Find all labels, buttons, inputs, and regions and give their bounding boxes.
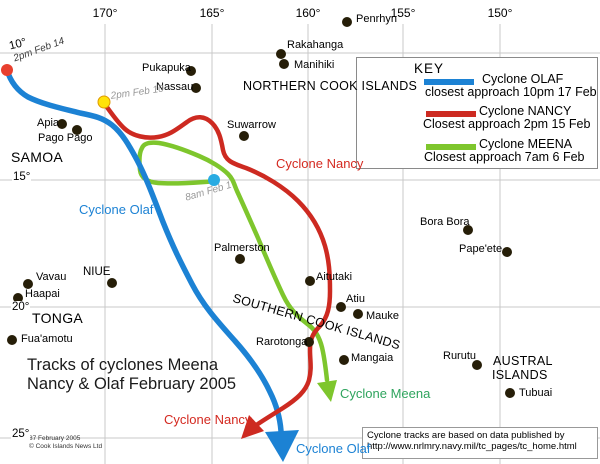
island-dot-pagopago [72,125,82,135]
source-note-line2: http://www.nrlmry.navy.mil/tc_pages/tc_h… [367,441,577,452]
region-label-tonga: TONGA [32,310,84,326]
cyclone-track-label-2: Cyclone Nancy [164,412,252,427]
map-title-line2: Nancy & Olaf February 2005 [27,375,237,393]
island-dot-atiu [336,302,346,312]
key-swatch-olaf [424,79,474,85]
island-dot-tubuai [505,388,515,398]
lon-label-0: 170° [92,6,118,20]
island-label-rarotonga: Rarotonga [256,336,308,348]
lat-label-2: 20° [11,301,31,313]
map-credit: 87 February 2005 © Cook Islands News Ltd [29,435,102,451]
island-dot-pukapuka [186,66,196,76]
map-title-line1: Tracks of cyclones Meena [27,356,219,374]
key-title: KEY [414,61,445,76]
cyclone-nancy-arrowhead [241,415,264,439]
island-dot-nassau [191,83,201,93]
cyclone-olaf-arrowhead [265,430,299,462]
cyclone-track-label-4: Cyclone Olaf [296,441,371,456]
island-dot-manihiki [279,59,289,69]
island-dot-rarotonga [304,337,314,347]
island-dot-rurutu [472,360,482,370]
island-label-vavau: Vavau [36,271,67,283]
region-label-austral: AUSTRAL [493,354,553,368]
island-dot-suwarrow [239,131,249,141]
island-dot-haapai [13,293,23,303]
key-approach-olaf: closest approach 10pm 17 Feb [425,85,597,99]
island-label-suwarrow: Suwarrow [227,119,276,131]
island-label-papeete: Pape'ete [459,243,503,255]
island-label-pukapuka: Pukapuka [142,62,191,74]
cyclone-track-label-1: Cyclone Nancy [276,156,364,171]
key-approach-meena: Closest approach 7am 6 Feb [424,150,585,164]
lat-label-1: 15° [12,171,32,183]
island-label-apia: Apia [37,117,60,129]
source-note-line1: Cyclone tracks are based on data publish… [367,430,565,441]
region-label-northern-cook-islands: NORTHERN COOK ISLANDS [243,79,418,93]
island-label-borabora: Bora Bora [420,216,470,228]
island-label-penrhyn: Penrhyn [356,13,397,25]
cyclone-meena-start-marker [208,174,220,186]
island-label-aitutaki: Aitutaki [316,271,353,283]
island-label-atiu: Atiu [346,293,365,305]
island-dot-mauke [353,309,363,319]
island-label-mauke: Mauke [366,310,400,322]
region-label-islands: ISLANDS [492,368,548,382]
key-swatch-nancy [426,111,476,117]
island-label-nassau: Nassau [156,81,194,93]
island-label-pagopago: Pago Pago [38,132,93,144]
key-name-olaf: Cyclone OLAF [482,72,564,86]
island-label-haapai: Haapai [25,288,60,300]
island-label-manihiki: Manihiki [294,59,335,71]
island-label-rurutu: Rurutu [443,350,477,362]
map-key: KEY Cyclone OLAF closest approach 10pm 1… [356,57,598,169]
cyclone-olaf-track [4,67,284,434]
credit-date: 87 February 2005 [29,435,81,442]
island-label-tubuai: Tubuai [519,387,553,399]
cyclone-track-label-0: Cyclone Olaf [79,202,154,217]
island-label-palmerston: Palmerston [214,242,270,254]
island-dot-palmerston [235,254,245,264]
map-title: Tracks of cyclones Meena Nancy & Olaf Fe… [27,356,236,394]
island-dot-niue [107,278,117,288]
island-dot-borabora [463,225,473,235]
island-label-mangaia: Mangaia [351,352,394,364]
source-note: Cyclone tracks are based on data publish… [362,427,598,459]
island-dot-vavau [23,279,33,289]
region-label-samoa: SAMOA [11,149,64,165]
cyclone-nancy-start-marker [97,95,111,109]
key-name-meena: Cyclone MEENA [479,137,573,151]
island-dot-apia [57,119,67,129]
island-dot-fuaamotu [7,335,17,345]
island-dot-papeete [502,247,512,257]
key-swatch-meena [426,144,476,150]
island-label-fuaamotu: Fua'amotu [21,333,73,345]
lon-label-3: 155° [390,6,416,20]
island-dot-rakahanga [276,49,286,59]
lon-label-2: 160° [295,6,321,20]
cyclone-track-label-3: Cyclone Meena [340,386,431,401]
island-dot-penrhyn [342,17,352,27]
cyclone-nancy-track [101,100,333,429]
lon-label-1: 165° [199,6,225,20]
cyclone-meena-arrowhead [317,380,337,402]
key-name-nancy: Cyclone NANCY [479,104,572,118]
lon-label-4: 150° [487,6,513,20]
island-label-rakahanga: Rakahanga [287,39,344,51]
cyclone-olaf-start-marker [1,64,13,76]
credit-copyright: © Cook Islands News Ltd [29,443,103,450]
island-label-niue: NIUE [83,266,111,278]
lat-label-3: 25° [11,428,31,440]
island-dot-mangaia [339,355,349,365]
key-approach-nancy: Closest approach 2pm 15 Feb [423,117,591,131]
island-dot-aitutaki [305,276,315,286]
